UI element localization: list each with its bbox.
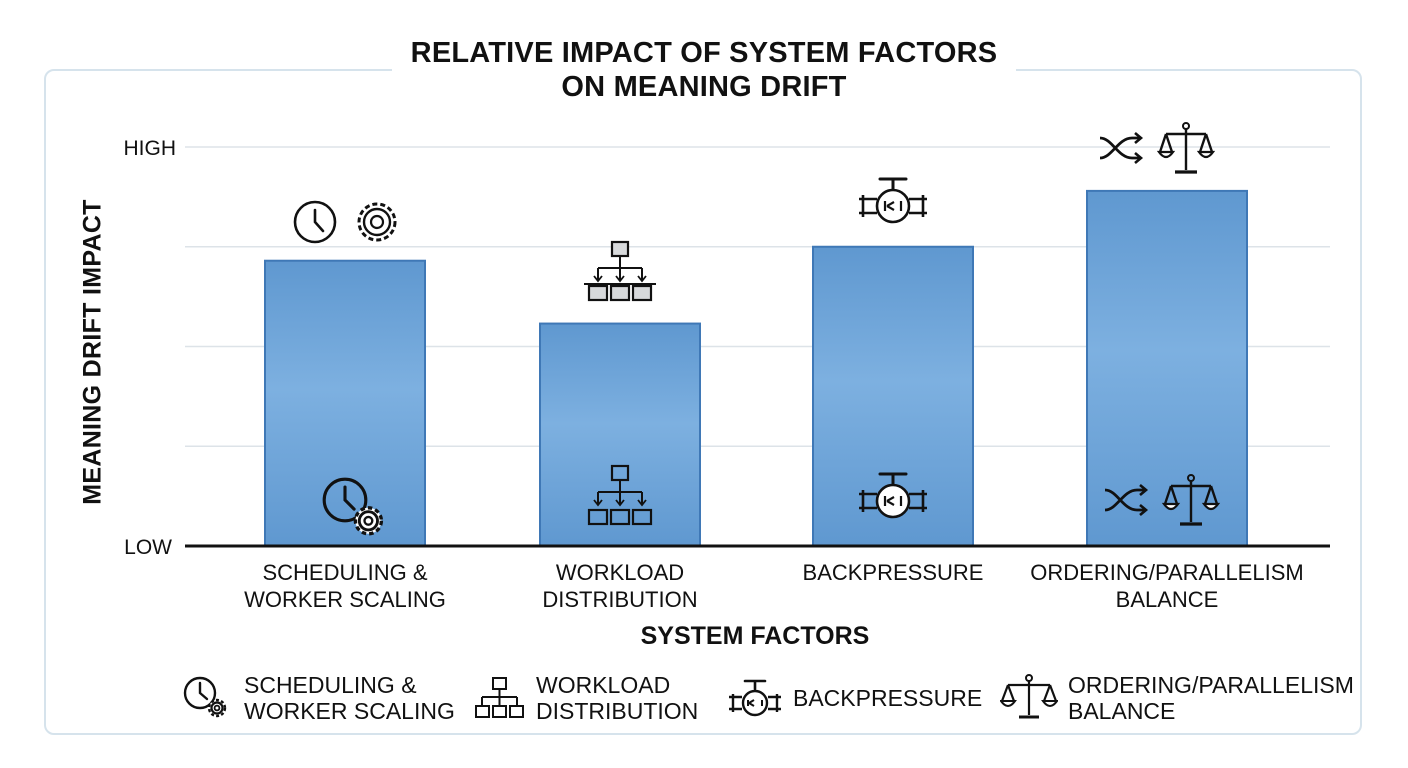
legend-label: ORDERING/PARALLELISM BALANCE — [1068, 672, 1354, 724]
legend-label-line1: ORDERING/PARALLELISM — [1068, 672, 1354, 698]
y-tick-label-low: LOW — [124, 536, 172, 559]
valve-icon — [729, 679, 781, 717]
x-tick-label-line2: WORKER SCALING — [244, 587, 446, 612]
bar-inner-icon — [859, 472, 927, 519]
bar-inner-icon — [322, 477, 384, 536]
x-tick-label-line1: WORKLOAD — [556, 560, 684, 585]
shuffle-scales-icon — [1099, 122, 1216, 174]
bar — [539, 322, 701, 547]
bar-top-icon — [859, 177, 927, 224]
legend-label-line2: WORKER SCALING — [244, 698, 455, 724]
x-tick-label-line1: ORDERING/PARALLELISM — [1030, 560, 1303, 585]
hierarchy-icon — [587, 464, 653, 526]
bar — [264, 259, 426, 547]
legend-item-ordering: ORDERING/PARALLELISM BALANCE — [1000, 670, 1354, 726]
bar-inner-icon — [587, 464, 653, 526]
bar-top-icon — [293, 200, 397, 244]
x-tick-label-line2: BALANCE — [1116, 587, 1219, 612]
title-background — [392, 40, 1016, 104]
legend-item-workload: WORKLOAD DISTRIBUTION — [474, 670, 698, 726]
legend-item-scheduling: SCHEDULING & WORKER SCALING — [182, 670, 455, 726]
x-tick-label-line1: SCHEDULING & — [262, 560, 427, 585]
valve-icon — [859, 177, 927, 224]
clock-gear-icon — [183, 676, 227, 718]
valve-icon — [859, 472, 927, 519]
legend-label-line1: BACKPRESSURE — [793, 685, 983, 711]
bar — [1086, 189, 1248, 547]
legend-label: BACKPRESSURE — [793, 685, 982, 711]
clock-gear-icon — [293, 200, 397, 244]
legend-label-line1: SCHEDULING & — [244, 672, 417, 698]
bar-top-icon — [584, 240, 656, 302]
chart-title-line2: ON MEANING DRIFT — [561, 71, 847, 103]
legend-label-line2: DISTRIBUTION — [536, 698, 699, 724]
legend-label: WORKLOAD DISTRIBUTION — [536, 672, 698, 724]
shuffle-scales-icon — [1104, 474, 1221, 526]
chart-title-line1: RELATIVE IMPACT OF SYSTEM FACTORS — [410, 37, 998, 69]
chart-title: RELATIVE IMPACT OF SYSTEM FACTORS ON MEA… — [392, 36, 1016, 104]
bar-inner-icon — [1104, 474, 1221, 526]
legend-item-backpressure: BACKPRESSURE — [727, 670, 982, 726]
hierarchy-icon — [475, 677, 524, 718]
x-axis-title: SYSTEM FACTORS — [640, 622, 870, 650]
bar-top-icon — [1099, 122, 1216, 174]
legend-label: SCHEDULING & WORKER SCALING — [244, 672, 455, 724]
x-tick-label-line2: DISTRIBUTION — [542, 587, 697, 612]
y-tick-label-high: HIGH — [124, 137, 177, 160]
legend-label-line1: WORKLOAD — [536, 672, 671, 698]
scales-icon — [1000, 674, 1058, 719]
clock-gear-icon — [322, 477, 384, 536]
hierarchy-icon — [584, 240, 656, 302]
legend-label-line2: BALANCE — [1068, 698, 1176, 724]
x-tick-label-line1: BACKPRESSURE — [803, 560, 984, 585]
